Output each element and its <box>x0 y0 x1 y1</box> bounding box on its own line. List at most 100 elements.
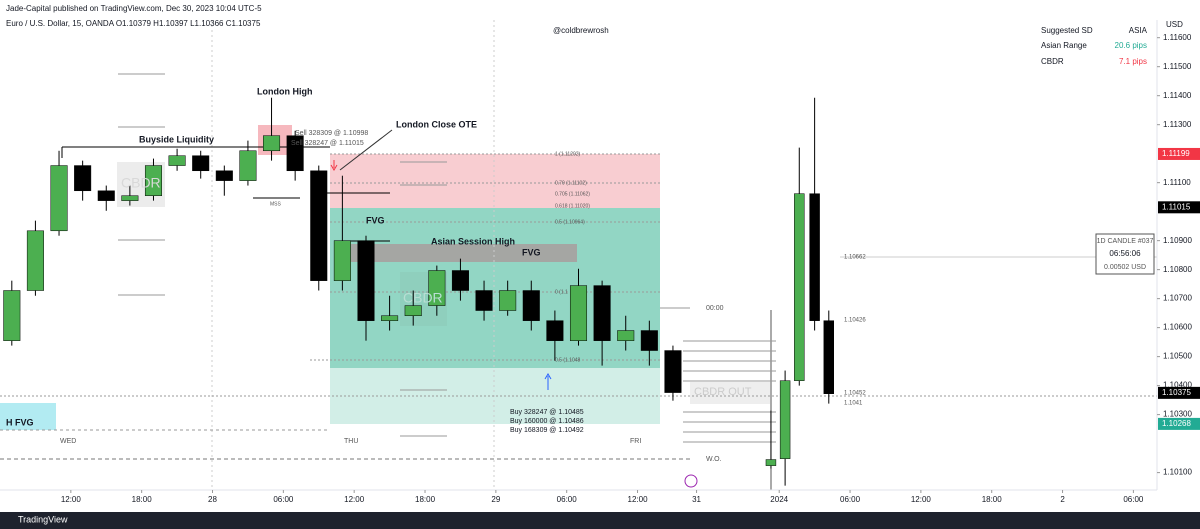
x-tick-label: 06:00 <box>557 495 578 504</box>
label: 1.10426 <box>844 318 866 324</box>
fib-label: 0.618 (1.11020) <box>555 203 590 209</box>
candle-body <box>50 165 68 232</box>
countdown-title: 1D CANDLE #037 <box>1097 238 1154 245</box>
day-label: WED <box>60 438 76 445</box>
annotations: Jade-Capital published on TradingView.co… <box>6 4 1183 488</box>
y-tick-label: 1.11600 <box>1163 33 1192 42</box>
label: Sell 328247 @ 1.11015 <box>291 140 364 147</box>
x-tick-label: 12:00 <box>911 495 932 504</box>
candle-body <box>121 195 139 201</box>
x-tick-label: 2024 <box>770 495 788 504</box>
label: London Close OTE <box>396 119 477 129</box>
event-icon[interactable] <box>684 474 698 488</box>
x-tick-label: 12:00 <box>628 495 649 504</box>
candle-body <box>428 270 446 306</box>
fib-label: 0.5 (1.1048 <box>555 357 581 363</box>
label: MSS <box>270 201 282 207</box>
label: W.O. <box>706 456 722 463</box>
currency: USD <box>1166 20 1183 29</box>
countdown-time: 06:56:06 <box>1109 249 1141 258</box>
y-tick-label: 1.11500 <box>1163 62 1192 71</box>
candle-body <box>215 170 233 181</box>
fib-label: 1 (1.11202) <box>555 151 581 157</box>
y-tick-label: 1.11300 <box>1163 120 1192 129</box>
candle-body <box>310 170 328 281</box>
symbol-info: Euro / U.S. Dollar, 15, OANDA O1.10379 H… <box>6 19 261 28</box>
label: H FVG <box>6 417 34 427</box>
candle-body <box>168 155 186 166</box>
y-tick-label: 1.11400 <box>1163 91 1192 100</box>
candle-body <box>333 240 351 281</box>
price-label: 1.10268 <box>1162 419 1191 428</box>
footer <box>0 512 1200 529</box>
price-label-box <box>1158 386 1200 399</box>
order-label: Buy 168309 @ 1.10492 <box>510 427 584 434</box>
fib-label: 0 (1.1 <box>555 289 568 295</box>
y-tick-label: 1.11100 <box>1163 178 1191 187</box>
day-label: THU <box>344 438 358 445</box>
candle-body <box>640 330 658 351</box>
label: 1.1041 <box>844 401 863 407</box>
table-cell: ASIA <box>1129 26 1148 35</box>
watermark: @coldbrewrosh <box>553 26 609 35</box>
order-label: Buy 160000 @ 1.10486 <box>510 418 584 425</box>
candle-body <box>286 135 304 172</box>
candle-body <box>239 150 257 181</box>
candle-body <box>404 305 422 316</box>
label: CBDR <box>403 290 443 306</box>
x-tick-label: 12:00 <box>344 495 365 504</box>
candle-body <box>809 193 820 321</box>
x-tick-label: 18:00 <box>132 495 153 504</box>
table-cell: CBDR <box>1041 57 1064 66</box>
label: London High <box>257 86 312 96</box>
day-label: FRI <box>630 438 641 445</box>
buy-arrow <box>544 373 552 390</box>
x-tick-label: 18:00 <box>415 495 436 504</box>
sell-arrow <box>330 160 338 171</box>
countdown-box <box>1095 233 1155 275</box>
y-tick-label: 1.10100 <box>1163 468 1192 477</box>
x-tick-label: 28 <box>208 495 217 504</box>
table-cell: Suggested SD <box>1041 26 1093 35</box>
y-tick-label: 1.10700 <box>1163 294 1192 303</box>
label: CBDR OUT <box>694 386 752 398</box>
label: 1.10662 <box>844 255 866 261</box>
cbdr-out-box <box>690 382 770 404</box>
label: 00:00 <box>706 305 724 312</box>
price-label: 1.11199 <box>1162 149 1190 158</box>
candle-body <box>499 290 517 311</box>
candle-body <box>546 320 564 341</box>
x-tick-label: 12:00 <box>61 495 82 504</box>
fvg-box <box>346 244 577 262</box>
candle-body <box>664 350 682 393</box>
candle-body <box>779 380 791 459</box>
label: FVG <box>522 247 541 257</box>
candle-body <box>381 315 399 321</box>
candle-body <box>97 190 115 201</box>
candle-body <box>192 155 210 172</box>
fib-label: 0.79 (1.11102) <box>555 180 587 186</box>
candle-body <box>569 285 588 341</box>
price-label: 1.11015 <box>1162 202 1191 211</box>
candle-body <box>26 230 44 291</box>
y-tick-label: 1.10300 <box>1163 410 1192 419</box>
price-label-box <box>1158 201 1200 214</box>
y-tick-label: 1.10600 <box>1163 323 1192 332</box>
y-tick-label: 1.10900 <box>1163 236 1192 245</box>
candles <box>3 97 834 486</box>
brand: TradingView <box>18 514 68 524</box>
y-tick-label: 1.10400 <box>1163 381 1192 390</box>
price-label-box <box>1158 147 1200 160</box>
y-tick-label: 1.10500 <box>1163 352 1192 361</box>
candle-body <box>263 135 281 152</box>
candle-body <box>74 165 92 192</box>
candle-body <box>617 330 635 341</box>
x-tick-label: 2 <box>1060 495 1065 504</box>
price-label: 1.10375 <box>1162 388 1191 397</box>
label: Sell 328309 @ 1.10998 <box>295 130 368 137</box>
table-cell: Asian Range <box>1041 41 1087 50</box>
y-tick-label: 1.10800 <box>1163 265 1192 274</box>
x-tick-label: 06:00 <box>840 495 861 504</box>
price-label-box <box>1158 417 1200 430</box>
